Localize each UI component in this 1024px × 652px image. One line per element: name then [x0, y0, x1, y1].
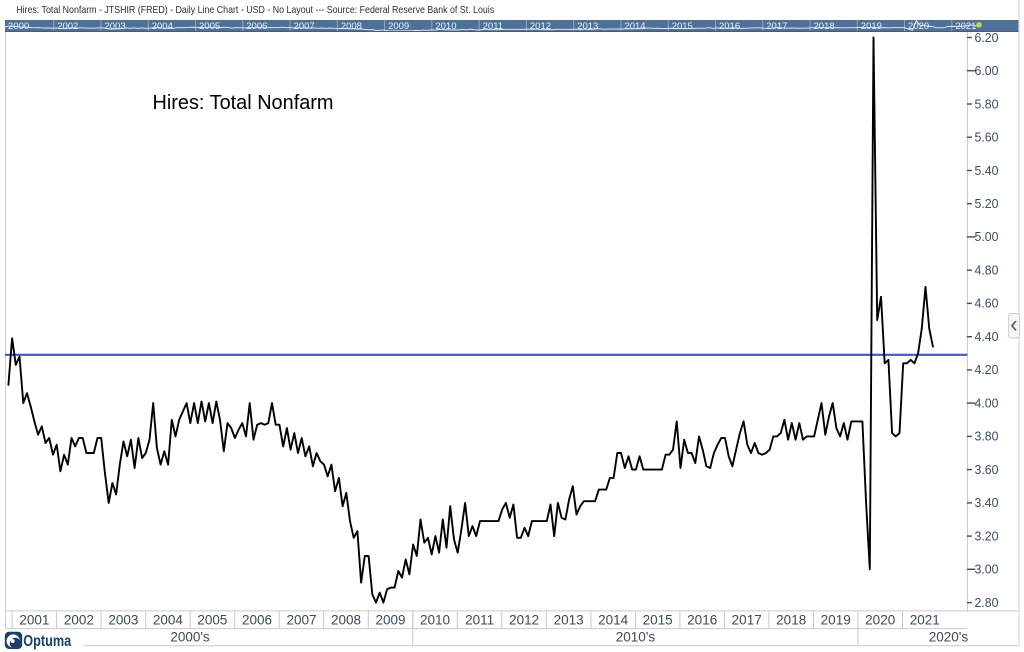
- svg-text:2002: 2002: [64, 613, 94, 628]
- svg-text:3.20: 3.20: [975, 529, 999, 543]
- svg-text:3.60: 3.60: [975, 463, 999, 477]
- svg-text:2018: 2018: [776, 613, 806, 628]
- svg-text:2003: 2003: [104, 21, 125, 32]
- svg-text:6.00: 6.00: [975, 64, 999, 78]
- svg-text:3.80: 3.80: [975, 430, 999, 444]
- svg-text:2014: 2014: [624, 21, 645, 32]
- svg-text:5.60: 5.60: [975, 131, 999, 145]
- svg-text:4.40: 4.40: [975, 330, 999, 344]
- svg-text:2000's: 2000's: [170, 630, 210, 645]
- svg-text:2020: 2020: [908, 21, 929, 32]
- svg-text:2011: 2011: [483, 21, 503, 32]
- svg-text:2002: 2002: [57, 21, 78, 32]
- svg-text:2016: 2016: [687, 613, 717, 628]
- svg-text:2008: 2008: [331, 613, 361, 628]
- svg-text:5.00: 5.00: [975, 230, 999, 244]
- svg-text:2009: 2009: [388, 21, 409, 32]
- svg-text:4.20: 4.20: [975, 363, 999, 377]
- svg-text:2009: 2009: [375, 613, 405, 628]
- svg-text:2004: 2004: [153, 613, 184, 628]
- svg-text:2014: 2014: [598, 613, 629, 628]
- svg-text:3.40: 3.40: [975, 496, 999, 510]
- svg-text:2021: 2021: [955, 21, 976, 32]
- svg-text:2012: 2012: [530, 21, 551, 32]
- svg-text:2006: 2006: [246, 21, 267, 32]
- svg-text:2015: 2015: [643, 613, 673, 628]
- svg-text:2003: 2003: [108, 613, 138, 628]
- svg-text:2012: 2012: [509, 613, 539, 628]
- svg-text:2021: 2021: [910, 613, 940, 628]
- svg-text:4.00: 4.00: [975, 396, 999, 410]
- svg-text:4.60: 4.60: [975, 297, 999, 311]
- svg-text:2017: 2017: [766, 21, 787, 32]
- svg-text:2019: 2019: [861, 21, 882, 32]
- svg-text:2005: 2005: [199, 21, 220, 32]
- svg-text:2018: 2018: [814, 21, 835, 32]
- svg-text:Hires: Total Nonfarm - JTSHIR: Hires: Total Nonfarm - JTSHIR (FRED) - D…: [16, 5, 494, 16]
- svg-text:4.80: 4.80: [975, 264, 999, 278]
- svg-text:2017: 2017: [732, 613, 762, 628]
- svg-text:2008: 2008: [341, 21, 362, 32]
- svg-text:2013: 2013: [577, 21, 598, 32]
- svg-text:Optuma: Optuma: [23, 633, 71, 650]
- svg-text:2004: 2004: [152, 21, 173, 32]
- svg-text:2016: 2016: [719, 21, 740, 32]
- svg-text:5.80: 5.80: [975, 97, 999, 111]
- svg-text:Hires: Total Nonfarm: Hires: Total Nonfarm: [153, 91, 334, 114]
- svg-text:2013: 2013: [554, 613, 584, 628]
- svg-text:6.20: 6.20: [975, 31, 999, 45]
- svg-text:2015: 2015: [672, 21, 693, 32]
- svg-text:2007: 2007: [286, 613, 316, 628]
- svg-text:2001: 2001: [19, 613, 49, 628]
- svg-text:2019: 2019: [821, 613, 851, 628]
- svg-text:2.80: 2.80: [975, 596, 999, 610]
- svg-text:2010: 2010: [435, 21, 456, 32]
- svg-text:2010's: 2010's: [616, 630, 656, 645]
- svg-text:2020's: 2020's: [929, 630, 969, 645]
- svg-text:2006: 2006: [242, 613, 272, 628]
- svg-text:5.20: 5.20: [975, 197, 999, 211]
- svg-text:2010: 2010: [420, 613, 450, 628]
- svg-text:2020: 2020: [865, 613, 895, 628]
- svg-text:2011: 2011: [465, 613, 494, 628]
- svg-text:3.00: 3.00: [975, 563, 999, 577]
- svg-text:2005: 2005: [197, 613, 227, 628]
- svg-text:5.40: 5.40: [975, 164, 999, 178]
- svg-text:2007: 2007: [294, 21, 315, 32]
